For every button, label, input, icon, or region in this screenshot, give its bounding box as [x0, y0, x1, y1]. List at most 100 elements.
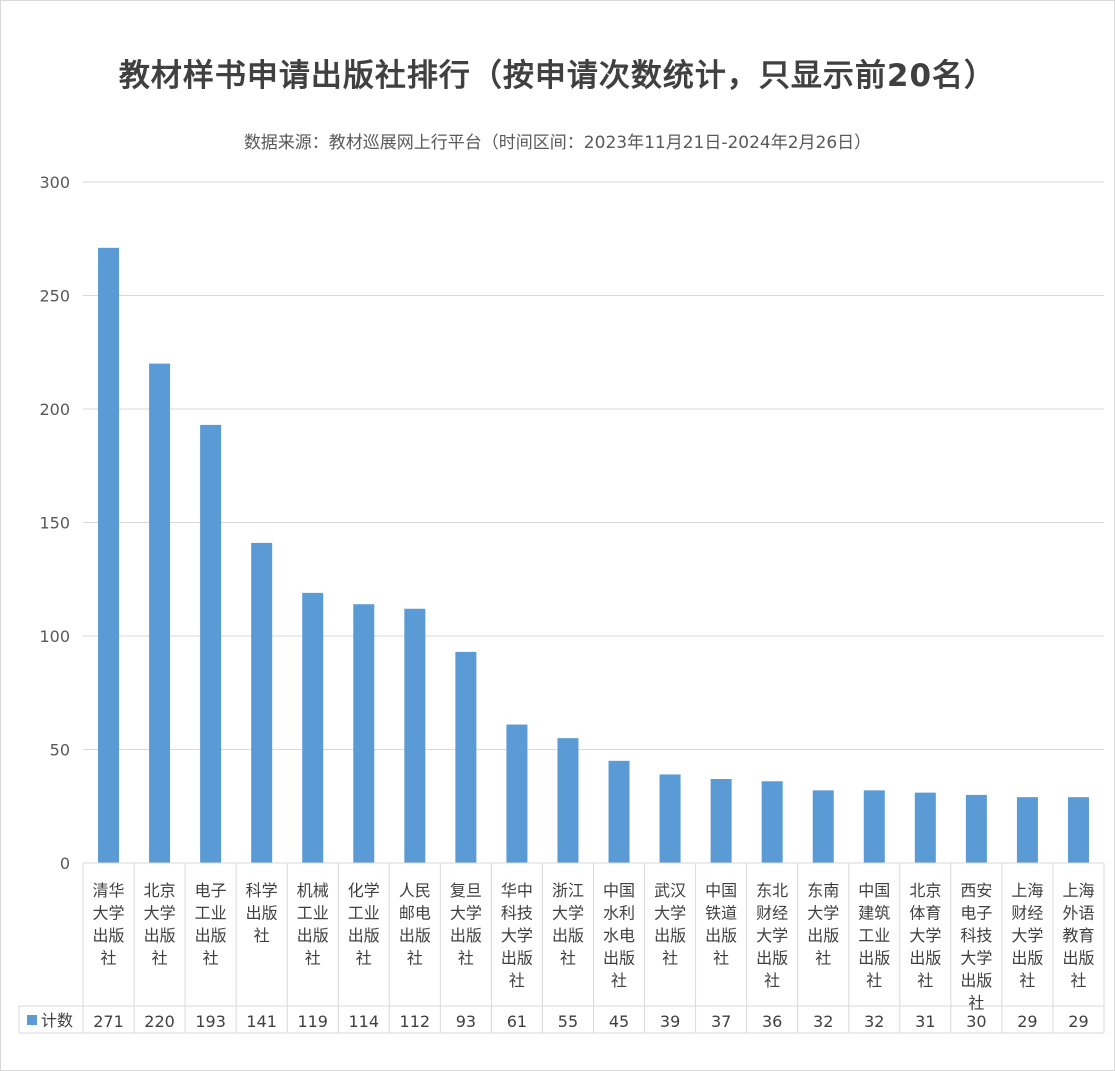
category-label: 工业	[348, 904, 380, 923]
category-label: 大学	[144, 904, 176, 923]
bar	[965, 794, 987, 863]
category-label: 出版	[450, 926, 482, 945]
category-label: 社	[305, 949, 321, 968]
data-value-label: 55	[558, 1012, 578, 1031]
data-value-label: 220	[144, 1012, 175, 1031]
category-label: 大学	[1011, 926, 1043, 945]
category-label: 工业	[297, 904, 329, 923]
category-label: 大学	[654, 904, 686, 923]
category-label: 社	[152, 949, 168, 968]
category-label: 大学	[909, 926, 941, 945]
data-value-label: 32	[864, 1012, 884, 1031]
category-label: 水利	[603, 904, 635, 923]
y-tick-label: 150	[39, 514, 70, 533]
data-value-label: 30	[966, 1012, 986, 1031]
category-label: 铁道	[705, 904, 737, 923]
category-label: 出版	[93, 926, 125, 945]
category-label: 社	[560, 949, 576, 968]
category-label: 工业	[195, 904, 227, 923]
y-tick-label: 200	[39, 400, 70, 419]
bar	[404, 608, 426, 863]
category-label: 大学	[807, 904, 839, 923]
category-label: 社	[407, 949, 423, 968]
y-tick-label: 250	[39, 287, 70, 306]
data-value-label: 32	[813, 1012, 833, 1031]
category-label: 电子	[960, 904, 992, 923]
bar	[812, 790, 834, 863]
category-label: 出版	[348, 926, 380, 945]
category-label: 出版	[960, 971, 992, 990]
data-value-label: 93	[456, 1012, 476, 1031]
bar	[710, 779, 732, 863]
category-label: 出版	[399, 926, 431, 945]
bar	[659, 774, 681, 863]
y-tick-label: 100	[39, 627, 70, 646]
category-label: 出版	[144, 926, 176, 945]
category-label: 社	[509, 971, 525, 990]
category-label: 浙江	[552, 881, 584, 900]
category-label: 社	[356, 949, 372, 968]
category-label: 大学	[93, 904, 125, 923]
category-label: 社	[1070, 971, 1086, 990]
category-label: 社	[815, 949, 831, 968]
category-label: 水电	[603, 926, 635, 945]
category-label: 出版	[705, 926, 737, 945]
bar	[761, 781, 783, 863]
bar	[455, 651, 477, 863]
category-label: 出版	[297, 926, 329, 945]
bar	[1016, 797, 1038, 863]
category-label: 出版	[603, 949, 635, 968]
data-value-label: 271	[93, 1012, 124, 1031]
category-label: 清华	[93, 881, 125, 900]
y-tick-label: 0	[60, 854, 70, 873]
category-label: 复旦	[450, 881, 482, 900]
data-value-label: 193	[195, 1012, 226, 1031]
category-label: 教育	[1062, 926, 1094, 945]
bar	[149, 363, 171, 863]
y-tick-label: 300	[39, 173, 70, 192]
category-label: 社	[713, 949, 729, 968]
y-tick-label: 50	[50, 741, 70, 760]
legend-label: 计数	[41, 1011, 73, 1030]
chart-title: 教材样书申请出版社排行（按申请次数统计，只显示前20名）	[118, 58, 997, 94]
category-label: 外语	[1062, 904, 1094, 923]
data-value-label: 45	[609, 1012, 629, 1031]
category-label: 体育	[909, 904, 941, 923]
category-label: 社	[254, 926, 270, 945]
data-value-label: 39	[660, 1012, 680, 1031]
category-label: 化学	[348, 881, 380, 900]
category-label: 财经	[1011, 904, 1043, 923]
category-label: 社	[764, 971, 780, 990]
category-label: 大学	[450, 904, 482, 923]
data-value-label: 112	[400, 1012, 431, 1031]
category-label: 机械	[297, 881, 329, 900]
category-label: 出版	[501, 949, 533, 968]
category-label: 社	[101, 949, 117, 968]
category-label: 社	[203, 949, 219, 968]
category-label: 社	[968, 994, 984, 1013]
data-value-label: 61	[507, 1012, 527, 1031]
category-label: 上海	[1011, 881, 1043, 900]
category-label: 大学	[501, 926, 533, 945]
category-label: 出版	[858, 949, 890, 968]
bar	[302, 592, 324, 863]
category-label: 出版	[807, 926, 839, 945]
category-label: 大学	[552, 904, 584, 923]
category-label: 财经	[756, 904, 788, 923]
category-label: 社	[866, 971, 882, 990]
category-label: 电子	[195, 881, 227, 900]
category-label: 北京	[909, 881, 941, 900]
category-label: 华中	[501, 881, 533, 900]
bar	[557, 738, 579, 863]
bar	[251, 542, 273, 863]
data-value-label: 36	[762, 1012, 782, 1031]
data-value-label: 141	[246, 1012, 277, 1031]
category-label: 出版	[756, 949, 788, 968]
category-label: 社	[917, 971, 933, 990]
category-label: 中国	[858, 881, 890, 900]
data-value-label: 114	[349, 1012, 380, 1031]
category-label: 出版	[552, 926, 584, 945]
data-value-label: 37	[711, 1012, 731, 1031]
